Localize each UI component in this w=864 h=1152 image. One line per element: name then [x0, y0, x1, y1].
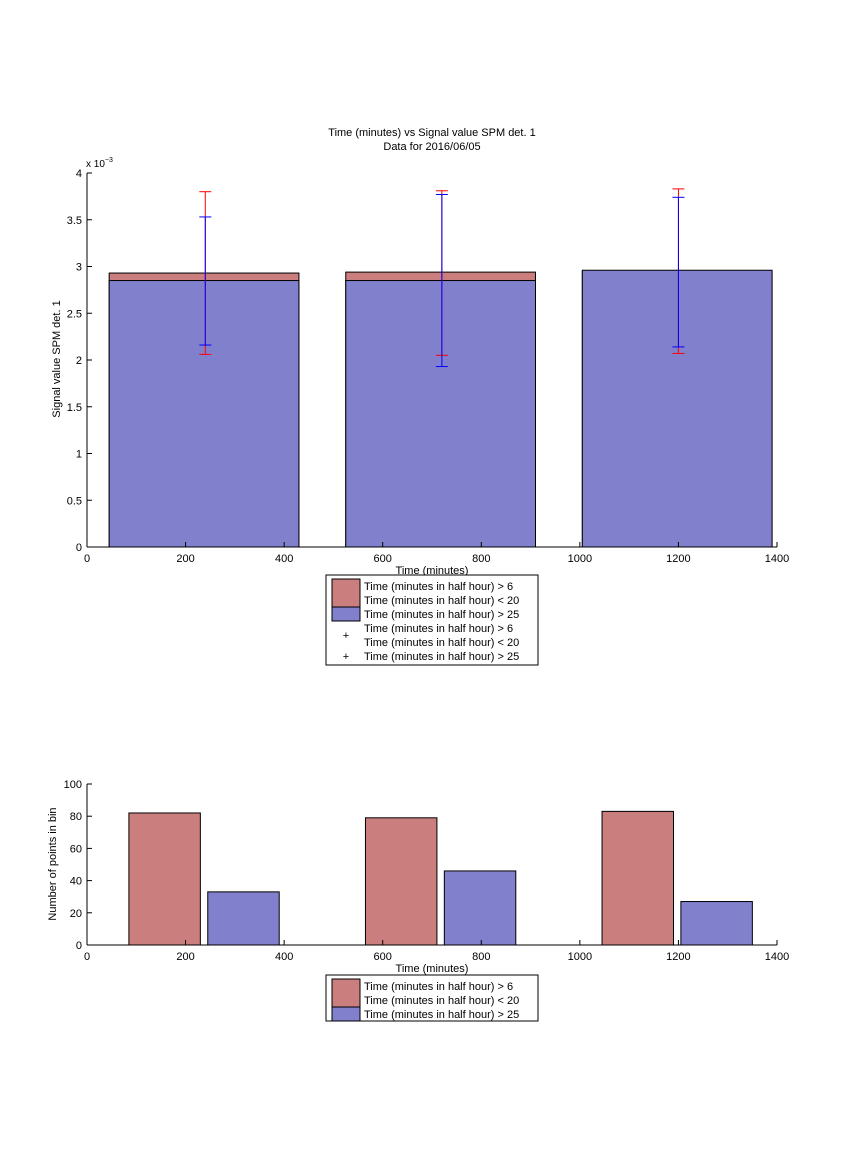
x-axis-label: Time (minutes) — [396, 565, 469, 577]
axes-group: 0 200 400 600 800 1000 1200 1400 0 20 40 60 80 100 — [64, 779, 790, 963]
y-axis-label: Number of points in bin — [47, 807, 59, 920]
error-bars-group — [199, 188, 685, 368]
x-tick-label: 1200 — [666, 951, 690, 963]
y-tick-label: 60 — [70, 843, 82, 855]
x-tick-label: 0 — [84, 553, 90, 565]
x-tick-label: 200 — [176, 951, 194, 963]
legend-marker: + — [343, 651, 349, 663]
legend-entry-label: Time (minutes in half hour) > 25 — [364, 609, 519, 621]
x-tick-label: 600 — [374, 553, 392, 565]
y-multiplier-label: x 10−3 — [86, 157, 113, 170]
legend-box — [325, 574, 539, 666]
legend-entry-label: Time (minutes in half hour) > 6 — [364, 623, 513, 635]
legend-swatch — [331, 606, 361, 622]
signal-chart: Time (minutes) vs Signal value SPM det. … — [51, 127, 790, 666]
y-axis-label: Signal value SPM det. 1 — [51, 300, 63, 417]
y-tick-label: 2.5 — [67, 308, 82, 320]
legend-swatch — [331, 578, 361, 608]
legend-entry-label: Time (minutes in half hour) < 20 — [364, 595, 519, 607]
legend: Time (minutes in half hour) > 6 Time (min… — [325, 974, 539, 1022]
legend-entry-label: Time (minutes in half hour) < 20 — [364, 995, 519, 1007]
legend-entry-label: Time (minutes in half hour) > 25 — [364, 1009, 519, 1021]
x-tick-label: 800 — [472, 951, 490, 963]
y-tick-label: 3 — [76, 262, 82, 274]
bar — [364, 817, 438, 946]
bar — [581, 269, 773, 548]
x-tick-label: 400 — [275, 553, 293, 565]
legend-swatch — [331, 978, 361, 1008]
y-tick-label: 1.5 — [67, 402, 82, 414]
count-chart: 0 200 400 600 800 1000 1200 1400 0 20 40 60 80 100 Ti… — [47, 779, 790, 1022]
x-axis-label: Time (minutes) — [396, 963, 469, 975]
x-tick-label: 1000 — [568, 951, 592, 963]
y-tick-label: 2 — [76, 355, 82, 367]
x-tick-label: 400 — [275, 951, 293, 963]
y-tick-label: 0 — [76, 542, 82, 554]
y-tick-label: 40 — [70, 876, 82, 888]
bar — [128, 812, 201, 946]
y-tick-label: 80 — [70, 811, 82, 823]
x-tick-label: 800 — [472, 553, 490, 565]
x-tick-label: 200 — [176, 553, 194, 565]
legend-entry-label: Time (minutes in half hour) > 25 — [364, 651, 519, 663]
y-tick-label: 4 — [76, 168, 82, 180]
y-tick-label: 3.5 — [67, 215, 82, 227]
bar — [108, 280, 300, 548]
legend-entry-label: Time (minutes in half hour) > 6 — [364, 581, 513, 593]
x-tick-label: 0 — [84, 951, 90, 963]
bars-group — [128, 810, 753, 946]
x-tick-label: 1400 — [765, 553, 789, 565]
x-tick-label: 1400 — [765, 951, 789, 963]
chart-subtitle: Data for 2016/06/05 — [383, 141, 480, 153]
axes-group: 0 200 400 600 800 1000 1200 1400 0 0.5 1 1.5 2 2.5 3 3.… — [67, 168, 790, 565]
x-tick-label: 1000 — [568, 553, 592, 565]
y-tick-label: 0 — [76, 940, 82, 952]
legend-entry-label: Time (minutes in half hour) < 20 — [364, 637, 519, 649]
y-tick-label: 100 — [64, 779, 82, 791]
legend-marker: + — [343, 630, 349, 642]
legend-swatch — [331, 1006, 361, 1022]
legend-entry-label: Time (minutes in half hour) > 6 — [364, 981, 513, 993]
legend: Time (minutes in half hour) > 6 Time (min… — [325, 574, 539, 666]
chart-title: Time (minutes) vs Signal value SPM det. … — [328, 127, 535, 139]
y-tick-label: 0.5 — [67, 495, 82, 507]
bar — [443, 870, 517, 946]
bar — [601, 810, 674, 946]
x-tick-label: 600 — [374, 951, 392, 963]
bar — [207, 891, 280, 946]
y-tick-label: 20 — [70, 908, 82, 920]
bar — [345, 280, 536, 548]
bar — [680, 901, 753, 946]
x-tick-label: 1200 — [666, 553, 690, 565]
y-tick-label: 1 — [76, 449, 82, 461]
legend-box — [325, 974, 539, 1022]
bars-group — [108, 269, 773, 548]
